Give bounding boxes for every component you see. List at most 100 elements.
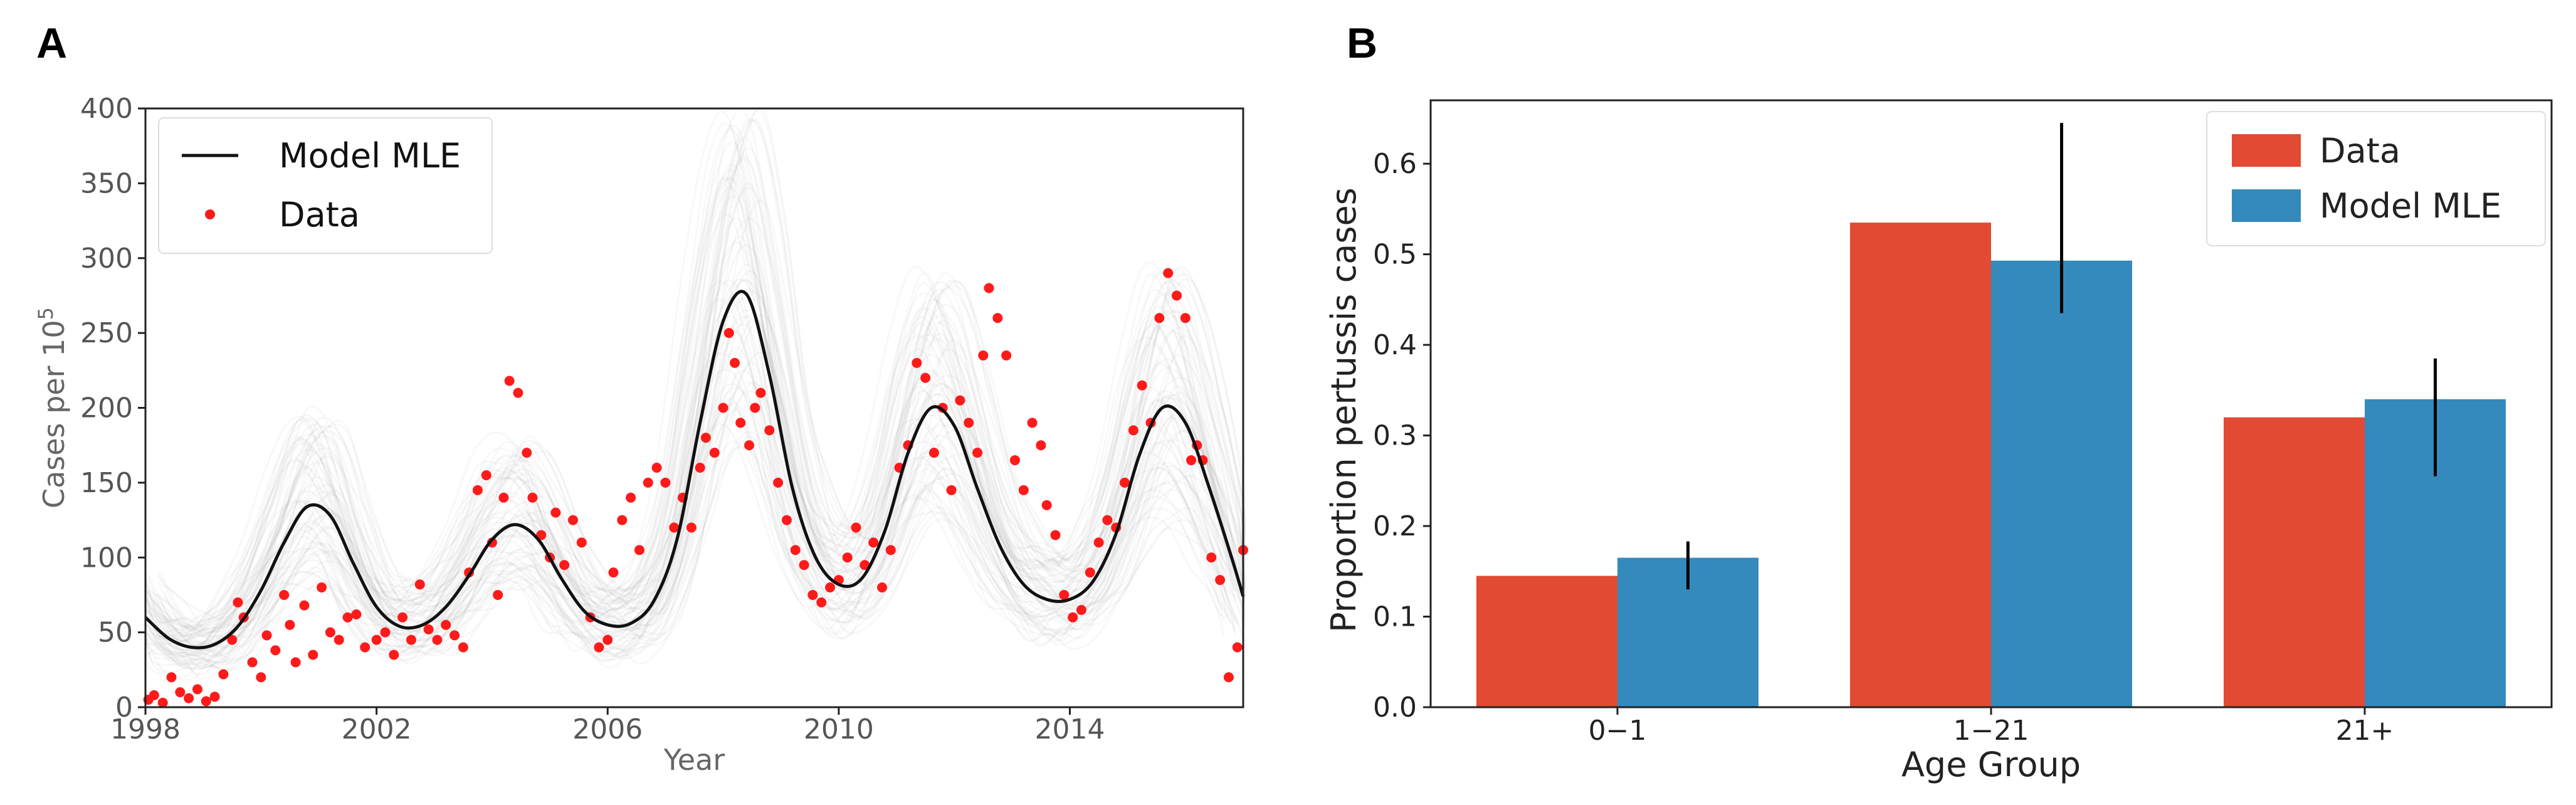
data-point — [247, 657, 258, 668]
data-point — [299, 600, 310, 611]
data-point — [807, 589, 818, 600]
ensemble-trajectory — [155, 381, 1246, 672]
data-point — [1137, 380, 1147, 391]
data-point — [1050, 530, 1061, 540]
data-point — [1102, 515, 1113, 525]
data-point — [1120, 477, 1130, 488]
data-point — [1172, 290, 1182, 301]
data-point — [432, 634, 443, 645]
data-point — [1036, 440, 1046, 451]
data-point — [1232, 642, 1243, 653]
legend-data-dot-icon — [205, 209, 215, 219]
ensemble-trajectory — [145, 409, 1237, 665]
data-point — [1223, 672, 1234, 683]
ensemble-trajectory — [164, 314, 1246, 663]
ensemble-trajectory — [144, 169, 1234, 643]
legend-data-label: Data — [279, 195, 360, 234]
data-point — [1093, 537, 1104, 548]
ensemble-trajectory — [144, 324, 1232, 649]
y-tick-label: 0.0 — [1373, 692, 1417, 723]
data-point — [984, 283, 994, 293]
ensemble-trajectory — [157, 118, 1246, 620]
data-point — [380, 627, 391, 638]
data-point — [1076, 604, 1086, 615]
model-ensemble-band — [144, 106, 1246, 681]
panel-b-frame — [1429, 99, 2553, 708]
data-point — [414, 579, 425, 590]
data-point — [536, 530, 547, 540]
ensemble-trajectory — [144, 397, 1230, 673]
panel-label-a: A — [36, 19, 67, 67]
panel-a-ticks: 1998 2002 2006 2010 2014 0 50 100 150 200 250 300 35… — [80, 93, 1105, 745]
ensemble-trajectory — [159, 390, 1246, 670]
data-point — [149, 690, 159, 700]
panel-a-legend: Model MLE Data — [158, 117, 493, 254]
ensemble-trajectory — [144, 241, 1239, 641]
y-tick-label: 50 — [98, 617, 133, 649]
data-point — [790, 545, 801, 555]
data-point — [928, 448, 939, 458]
data-point — [261, 630, 272, 641]
legend-model-swatch-icon — [2232, 189, 2301, 222]
data-point — [256, 672, 266, 683]
data-point — [351, 609, 362, 619]
y-tick-label: 0.3 — [1373, 420, 1417, 452]
data-point — [522, 448, 532, 458]
ensemble-trajectory — [144, 177, 1231, 640]
y-tick-label: 100 — [80, 542, 133, 574]
x-tick-label: 1−21 — [1953, 715, 2029, 747]
data-point — [764, 425, 775, 436]
data-point — [773, 477, 784, 488]
ensemble-trajectory — [160, 106, 1246, 623]
data-point — [602, 634, 613, 645]
panel-a-ylabel-main: Cases per 10 — [37, 320, 71, 508]
data-point — [709, 448, 720, 458]
panel-b-xlabel: Age Group — [1901, 745, 2081, 784]
data-point — [559, 560, 570, 571]
data-point — [816, 597, 827, 608]
data-point — [567, 515, 578, 525]
panel-label-b: B — [1347, 19, 1377, 67]
data-point — [1018, 485, 1029, 495]
data-point — [342, 612, 353, 623]
data-point — [643, 477, 653, 488]
data-point — [290, 657, 301, 668]
data-point — [1085, 567, 1095, 578]
data-point — [964, 418, 974, 428]
data-point — [192, 684, 202, 695]
ensemble-trajectory — [157, 313, 1246, 651]
data-point — [527, 492, 538, 503]
data-point — [723, 328, 734, 339]
bar-model-mle — [1991, 260, 2132, 708]
panel-b-legend: Data Model MLE — [2206, 111, 2546, 246]
data-point — [669, 522, 680, 533]
ensemble-trajectory — [156, 218, 1246, 646]
ensemble-trajectory — [154, 361, 1244, 669]
data-point — [481, 470, 492, 480]
data-point — [972, 448, 983, 458]
panel-a-legend-box — [158, 117, 493, 254]
ensemble-trajectory — [157, 119, 1246, 634]
data-point — [449, 630, 460, 641]
data-point — [504, 376, 515, 386]
ensemble-trajectory — [164, 351, 1246, 661]
ensemble-trajectory — [144, 140, 1235, 624]
ensemble-trajectory — [144, 110, 1224, 629]
panel-a-frame — [144, 107, 1244, 708]
data-point — [1206, 552, 1217, 563]
panel-b-errorbars — [1686, 123, 2437, 590]
data-point — [201, 696, 211, 707]
data-point — [389, 650, 399, 660]
data-point — [406, 634, 416, 645]
data-point — [781, 515, 792, 525]
ensemble-trajectory — [144, 213, 1229, 651]
x-tick-label: 21+ — [2336, 715, 2394, 747]
data-point — [660, 477, 671, 488]
bar-data — [1476, 576, 1617, 707]
ensemble-trajectory — [144, 402, 1238, 678]
y-tick-label: 0.5 — [1373, 239, 1417, 271]
data-point — [308, 650, 318, 660]
data-point — [397, 612, 408, 623]
y-tick-label: 0.4 — [1373, 329, 1417, 361]
